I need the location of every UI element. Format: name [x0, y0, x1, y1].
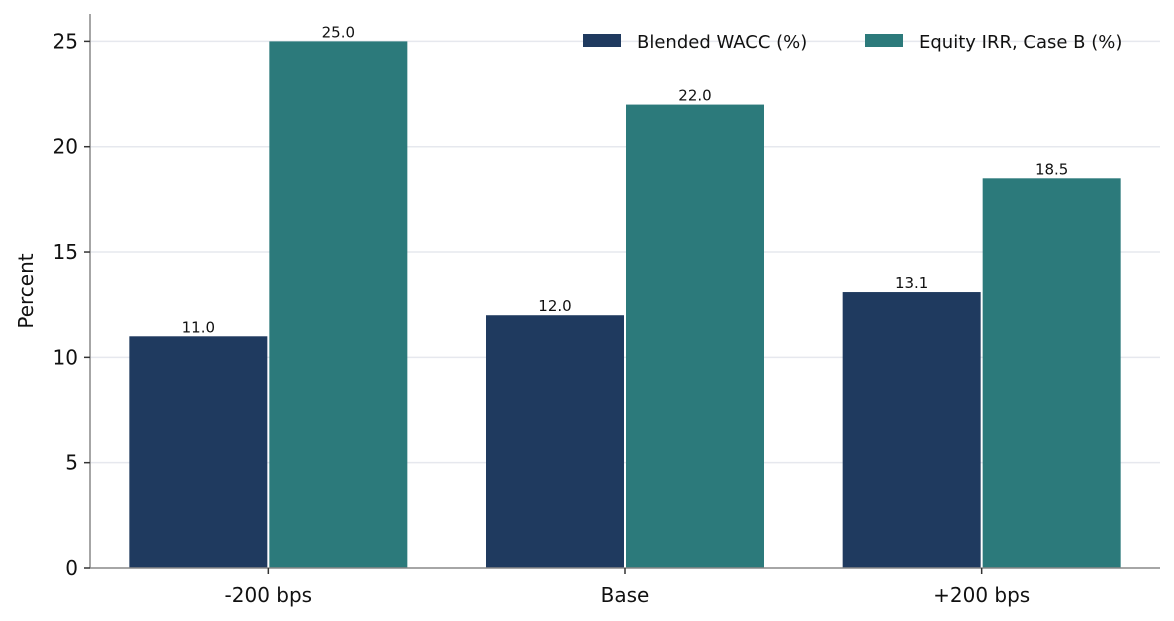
legend-label: Blended WACC (%) — [637, 32, 807, 53]
bar — [982, 178, 1121, 568]
x-tick-label: -200 bps — [225, 583, 313, 607]
y-tick-label: 5 — [65, 451, 78, 475]
bar — [626, 104, 764, 569]
legend-swatch — [583, 34, 621, 47]
legend-label: Equity IRR, Case B (%) — [919, 32, 1122, 53]
y-tick-label: 20 — [53, 135, 78, 159]
gridlines — [90, 40, 1160, 464]
y-axis-label: Percent — [14, 253, 38, 328]
data-label: 13.1 — [895, 274, 928, 292]
legend: Blended WACC (%) Equity IRR, Case B (%) — [583, 32, 1122, 53]
data-label: 18.5 — [1035, 160, 1068, 178]
bar — [269, 41, 408, 568]
x-tick-label: +200 bps — [933, 583, 1030, 607]
bar — [842, 292, 981, 568]
y-tick-label: 15 — [53, 240, 78, 264]
data-labels: 11.0 25.0 12.0 22.0 13.1 18.5 — [182, 23, 1069, 336]
y-tick-label: 25 — [53, 29, 78, 53]
y-tick-label: 0 — [65, 556, 78, 580]
y-ticks: 0 5 10 15 20 25 — [53, 29, 90, 580]
data-label: 11.0 — [182, 318, 215, 336]
data-label: 12.0 — [538, 297, 571, 315]
data-label: 22.0 — [678, 87, 711, 105]
bar — [486, 315, 624, 568]
x-ticks: -200 bps Base +200 bps — [225, 568, 1030, 607]
bar — [129, 336, 268, 568]
bars — [129, 41, 1121, 569]
legend-swatch — [865, 34, 903, 47]
x-tick-label: Base — [601, 583, 650, 607]
y-tick-label: 10 — [53, 345, 78, 369]
data-label: 25.0 — [322, 23, 355, 41]
